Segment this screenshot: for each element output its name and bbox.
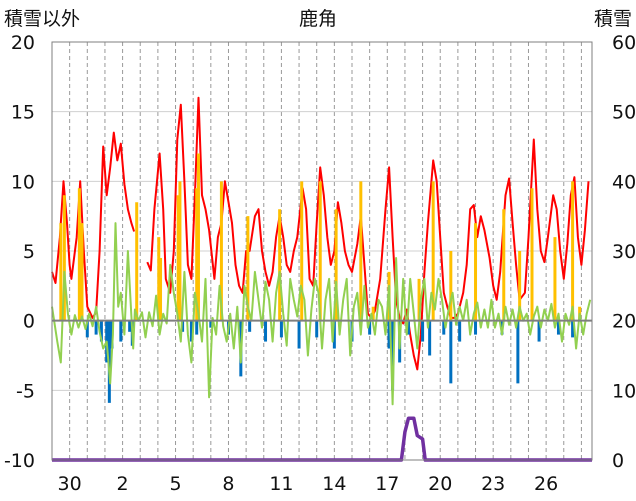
y-left-tick-labels: 20 15 10 5 0 -5 -10: [4, 32, 35, 472]
x-tick-label: 26: [534, 473, 558, 495]
y-left-tick-label: -5: [16, 380, 35, 402]
x-tick-label: 17: [375, 473, 399, 495]
y-right-tick-label: 30: [612, 241, 636, 263]
y-left-tick-label: 5: [23, 241, 35, 263]
x-tick-label: 2: [117, 473, 129, 495]
y-left-tick-label: 15: [11, 102, 35, 124]
y-right-tick-label: 50: [612, 102, 636, 124]
plot-border: [51, 41, 593, 461]
y-left-axis-label: 積雪以外: [4, 8, 80, 30]
y-left-tick-label: 20: [11, 32, 35, 54]
x-tick-label: 23: [481, 473, 505, 495]
y-right-tick-label: 0: [612, 450, 624, 472]
x-tick-label: 11: [269, 473, 293, 495]
y-right-tick-label: 40: [612, 171, 636, 193]
x-tick-label: 30: [58, 473, 82, 495]
series-4: [52, 416, 592, 462]
series-1: [59, 153, 582, 321]
y-right-tick-label: 20: [612, 311, 636, 333]
x-tick-labels: 30 2 5 8 11 14 17 20 23 26: [58, 473, 559, 495]
y-left-tick-label: 10: [11, 171, 35, 193]
y-left-tick-label: -10: [4, 450, 35, 472]
x-tick-label: 5: [169, 473, 181, 495]
y-right-tick-labels: 60 50 40 30 20 10 0: [612, 32, 636, 472]
series-layer: [51, 96, 592, 462]
x-tick-label: 8: [222, 473, 234, 495]
y-right-tick-label: 10: [612, 380, 636, 402]
x-tick-label: 14: [322, 473, 346, 495]
y-right-axis-label: 積雪: [594, 8, 632, 30]
x-tick-label: 20: [428, 473, 452, 495]
y-left-tick-label: 0: [23, 311, 35, 333]
chart-title: 鹿角: [299, 8, 337, 30]
series-4-line: [52, 416, 592, 462]
y-right-tick-label: 60: [612, 32, 636, 54]
